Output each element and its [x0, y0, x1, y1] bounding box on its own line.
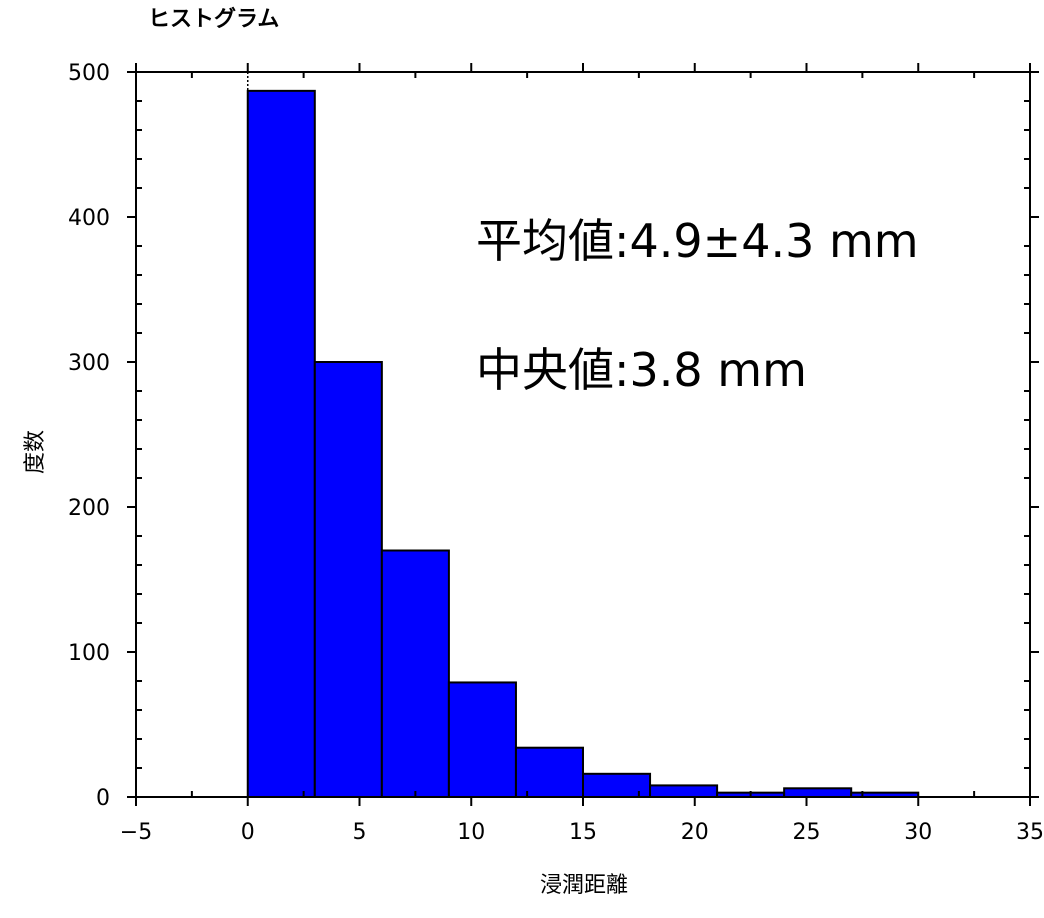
x-axis-label: 浸潤距離	[540, 873, 628, 898]
y-tick-label: 200	[68, 496, 110, 521]
x-tick-label: 20	[681, 820, 709, 845]
tick-labels-group: −5 0 5 10 15 20 25 30 35 0 100 200 300 400 500	[68, 61, 1044, 845]
y-tick-label: 500	[68, 61, 110, 86]
x-tick-label: 35	[1016, 820, 1044, 845]
x-tick-label: 25	[793, 820, 821, 845]
histogram-bar-8	[783, 787, 853, 798]
histogram-bar-0	[246, 89, 316, 799]
x-tick-label: −5	[120, 820, 152, 845]
y-tick-label: 100	[68, 641, 110, 666]
x-tick-label: 10	[457, 820, 485, 845]
histogram-bar-4	[514, 746, 585, 799]
y-tick-label: 300	[68, 351, 110, 376]
ticks-group	[127, 63, 1039, 806]
histogram-bar-1	[313, 361, 383, 798]
x-tick-label: 15	[569, 820, 597, 845]
y-axis-label: 度数	[23, 430, 48, 474]
median-annotation: 中央値:3.8 mm	[476, 343, 807, 397]
x-tick-label: 30	[904, 820, 932, 845]
x-tick-label: 0	[241, 820, 255, 845]
histogram-bar-2	[380, 549, 450, 798]
mean-annotation: 平均値:4.9±4.3 mm	[476, 214, 919, 268]
y-tick-label: 400	[68, 206, 110, 231]
y-tick-label: 0	[96, 786, 110, 811]
histogram-bar-3	[447, 681, 517, 799]
histogram-bar-5	[582, 772, 652, 798]
histogram-bar-6	[649, 784, 719, 799]
bars-group	[246, 89, 920, 799]
x-tick-label: 5	[353, 820, 367, 845]
chart-title: ヒストグラム	[148, 6, 279, 32]
